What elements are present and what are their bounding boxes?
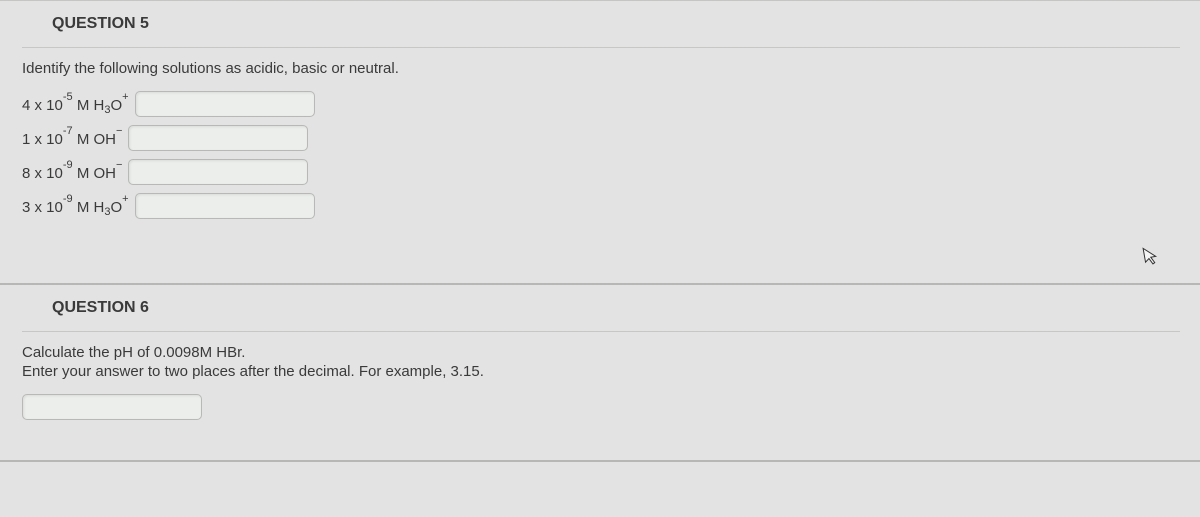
q5-input-1[interactable] (135, 91, 315, 117)
question-5-prompt: Identify the following solutions as acid… (22, 48, 1180, 87)
q5-input-4[interactable] (135, 193, 315, 219)
q5-label-2: 1 x 10-7 M OH− (22, 129, 128, 148)
q5-input-2[interactable] (128, 125, 308, 151)
q5-row-1: 4 x 10-5 M H3O+ (22, 87, 1180, 121)
q5-row-4: 3 x 10-9 M H3O+ (22, 189, 1180, 223)
page: QUESTION 5 Identify the following soluti… (0, 0, 1200, 517)
question-5-title: QUESTION 5 (22, 1, 1180, 47)
q5-row-2: 1 x 10-7 M OH− (22, 121, 1180, 155)
question-5-block: QUESTION 5 Identify the following soluti… (0, 1, 1200, 283)
question-6-line1: Calculate the pH of 0.0098M HBr. (22, 332, 1180, 363)
q5-input-3[interactable] (128, 159, 308, 185)
divider (0, 460, 1200, 462)
q5-row-3: 8 x 10-9 M OH− (22, 155, 1180, 189)
cursor-icon (1142, 245, 1162, 272)
q6-input[interactable] (22, 394, 202, 420)
question-6-title: QUESTION 6 (22, 285, 1180, 331)
q5-label-3: 8 x 10-9 M OH− (22, 163, 128, 182)
q5-label-4: 3 x 10-9 M H3O+ (22, 197, 135, 216)
question-6-line2: Enter your answer to two places after th… (22, 363, 1180, 390)
question-6-block: QUESTION 6 Calculate the pH of 0.0098M H… (0, 285, 1200, 454)
q6-row (22, 390, 1180, 424)
q5-label-1: 4 x 10-5 M H3O+ (22, 95, 135, 114)
